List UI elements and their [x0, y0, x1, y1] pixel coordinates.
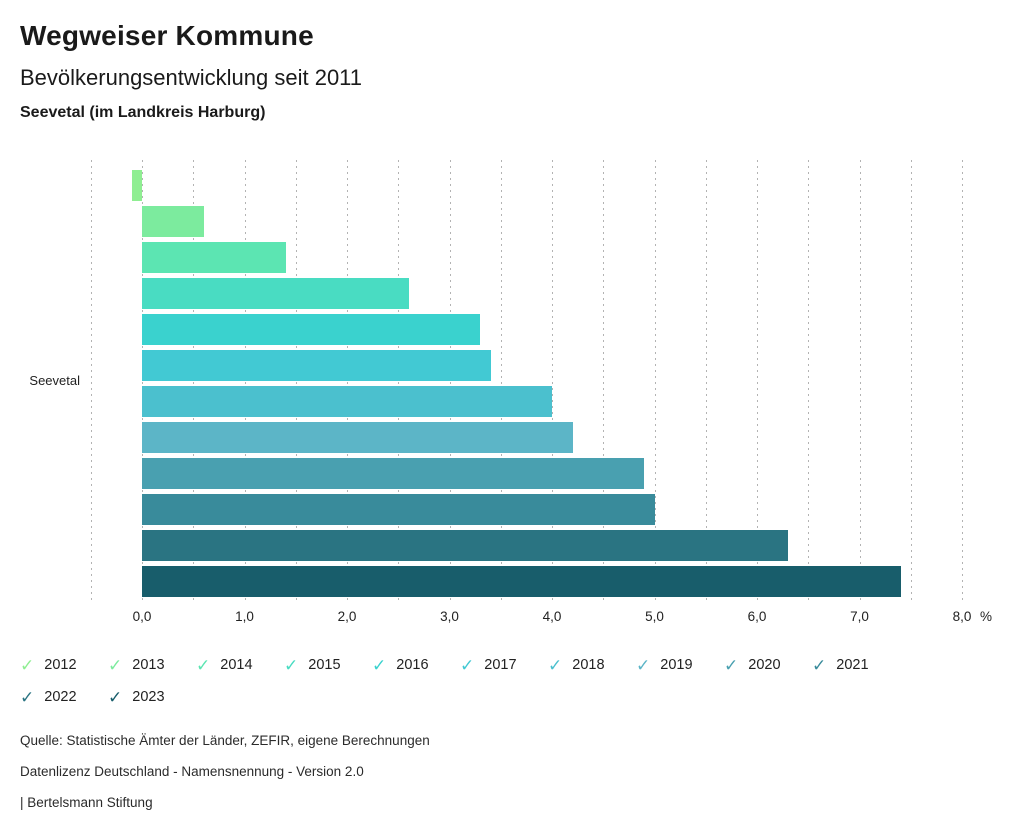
- legend-item-label: 2022: [44, 689, 77, 705]
- gridline: [398, 160, 400, 604]
- legend-item-2018[interactable]: ✓ 2018: [548, 655, 605, 675]
- checkmark-icon: ✓: [284, 655, 299, 675]
- gridline: [90, 160, 92, 604]
- page-title: Wegweiser Kommune: [20, 20, 314, 51]
- x-tick-label: 8,0: [952, 609, 972, 624]
- x-tick-label: 1,0: [235, 609, 254, 624]
- checkmark-icon: ✓: [636, 655, 651, 675]
- bar-2014[interactable]: [142, 242, 286, 273]
- legend-item-2016[interactable]: ✓ 2016: [372, 655, 429, 675]
- checkmark-icon: ✓: [812, 655, 827, 675]
- legend-item-label: 2013: [132, 657, 165, 673]
- gridline: [449, 160, 451, 604]
- gridline: [757, 160, 758, 604]
- gridline: [295, 160, 297, 604]
- legend-item-2013[interactable]: ✓ 2013: [108, 655, 165, 675]
- checkmark-icon: ✓: [372, 655, 387, 675]
- legend-item-2022[interactable]: ✓ 2022: [20, 687, 77, 707]
- legend-item-label: 2012: [44, 657, 77, 673]
- bar-2017[interactable]: [142, 350, 491, 381]
- legend-item-2021[interactable]: ✓ 2021: [812, 655, 869, 675]
- x-axis-unit-label: %: [980, 609, 993, 624]
- bar-2019[interactable]: [142, 422, 573, 453]
- legend-item-label: 2020: [748, 657, 781, 673]
- checkmark-icon: ✓: [20, 655, 35, 675]
- bar-2018[interactable]: [142, 386, 552, 417]
- legend-item-label: 2021: [836, 657, 869, 673]
- population-bar-chart: Seevetal 0,0 1,0 2,0 3,0 4,0 5,0 6,0 7,0 8,0 %: [29, 160, 993, 624]
- footer-attribution: | Bertelsmann Stiftung: [20, 795, 153, 810]
- x-tick-label: 0,0: [132, 609, 152, 624]
- gridline: [654, 160, 656, 604]
- legend-item-2015[interactable]: ✓ 2015: [284, 655, 341, 675]
- legend-item-2019[interactable]: ✓ 2019: [636, 655, 693, 675]
- bar-2023[interactable]: [142, 566, 901, 597]
- legend-item-label: 2017: [484, 657, 517, 673]
- gridline: [859, 160, 861, 604]
- bar-2012[interactable]: [131, 170, 142, 201]
- checkmark-icon: ✓: [20, 687, 35, 707]
- legend-item-label: 2019: [660, 657, 693, 673]
- chart-title: Bevölkerungsentwicklung seit 2011: [20, 65, 363, 90]
- gridline: [910, 160, 912, 604]
- checkmark-icon: ✓: [548, 655, 563, 675]
- legend-item-2014[interactable]: ✓ 2014: [196, 655, 253, 675]
- x-tick-label: 6,0: [747, 609, 767, 624]
- footer-source: Quelle: Statistische Ämter der Länder, Z…: [20, 733, 430, 748]
- checkmark-icon: ✓: [108, 655, 123, 675]
- bar-2015[interactable]: [142, 278, 409, 309]
- x-tick-label: 3,0: [440, 609, 459, 624]
- x-tick-label: 7,0: [850, 609, 869, 624]
- gridline: [603, 160, 605, 604]
- checkmark-icon: ✓: [460, 655, 475, 675]
- gridline: [193, 160, 195, 604]
- x-tick-label: 4,0: [542, 609, 562, 624]
- bar-2020[interactable]: [142, 458, 645, 489]
- legend-item-label: 2015: [308, 657, 341, 673]
- gridline: [142, 160, 143, 604]
- x-tick-label: 2,0: [337, 609, 357, 624]
- checkmark-icon: ✓: [196, 655, 211, 675]
- gridline: [347, 160, 348, 604]
- gridline: [808, 160, 810, 604]
- legend-item-label: 2023: [132, 689, 165, 705]
- gridline: [244, 160, 246, 604]
- bar-2013[interactable]: [142, 206, 204, 237]
- gridline: [500, 160, 502, 604]
- bar-2022[interactable]: [142, 530, 788, 561]
- checkmark-icon: ✓: [108, 687, 123, 707]
- gridline: [552, 160, 553, 604]
- y-axis-label: Seevetal: [29, 373, 80, 388]
- footer-license: Datenlizenz Deutschland - Namensnennung …: [20, 764, 364, 779]
- checkmark-icon: ✓: [724, 655, 739, 675]
- legend-item-label: 2018: [572, 657, 605, 673]
- x-tick-label: 5,0: [645, 609, 664, 624]
- bar-2021[interactable]: [142, 494, 655, 525]
- bar-2016[interactable]: [142, 314, 481, 345]
- legend-item-2012[interactable]: ✓ 2012: [20, 655, 77, 675]
- legend-item-2020[interactable]: ✓ 2020: [724, 655, 781, 675]
- gridline: [962, 160, 963, 604]
- legend-item-2023[interactable]: ✓ 2023: [108, 687, 165, 707]
- legend-item-label: 2014: [220, 657, 253, 673]
- legend-item-label: 2016: [396, 657, 429, 673]
- legend-item-2017[interactable]: ✓ 2017: [460, 655, 517, 675]
- gridline: [705, 160, 707, 604]
- region-subtitle: Seevetal (im Landkreis Harburg): [20, 104, 266, 121]
